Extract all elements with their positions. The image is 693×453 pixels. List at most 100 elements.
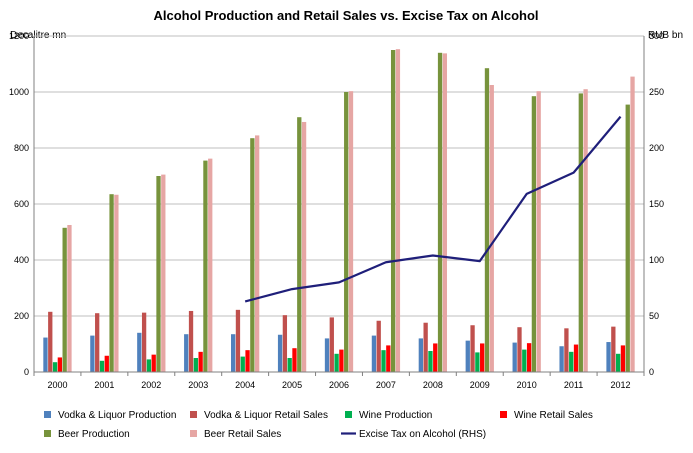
x-tick-label-2010: 2010 [517,380,537,390]
bar-beer-production-2004 [250,138,255,372]
y-right-tick-label: 100 [649,255,664,265]
bar-beer-production-2009 [484,68,490,372]
y-right-tick-label: 50 [649,311,659,321]
bar-wine-production-2009 [475,352,480,372]
y-left-tick-label: 1200 [9,31,29,41]
legend-swatch-wine-production [345,411,352,418]
y-right-tick-label: 300 [649,31,664,41]
legend-label-vodka-liquor-production: Vodka & Liquor Production [58,410,176,421]
bar-wine-retail-sales-2011 [573,344,579,372]
legend-label-excise-tax-on-alcohol-rhs-: Excise Tax on Alcohol (RHS) [359,429,486,440]
x-tick-label-2001: 2001 [94,380,114,390]
bar-wine-retail-sales-2001 [104,355,109,372]
bar-beer-retail-sales-2003 [208,158,213,372]
bar-vodka-liquor-production-2006 [324,338,330,372]
bar-beer-retail-sales-2004 [255,135,260,372]
bar-beer-production-2003 [203,160,208,372]
x-tick-label-2004: 2004 [235,380,255,390]
x-tick-label-2002: 2002 [141,380,161,390]
bar-vodka-liquor-retail-sales-2006 [329,317,334,372]
y-left-tick-label: 1000 [9,87,29,97]
bar-vodka-liquor-production-2002 [137,332,142,372]
bar-vodka-liquor-production-2010 [512,342,517,372]
legend-swatch-beer-retail-sales [190,430,197,437]
bar-wine-production-2001 [99,360,105,372]
y-left-tick-label: 200 [14,311,29,321]
bar-wine-retail-sales-2009 [480,343,485,372]
y-right-unit-label: RUB bn [648,30,683,41]
bar-vodka-liquor-retail-sales-2005 [282,315,288,372]
bar-wine-retail-sales-2012 [620,345,626,372]
bar-beer-production-2010 [531,96,537,372]
bar-vodka-liquor-production-2012 [606,342,611,372]
bar-vodka-liquor-retail-sales-2011 [564,328,569,372]
bar-marks [43,49,635,373]
bar-vodka-liquor-production-2007 [371,335,377,372]
bar-beer-retail-sales-2008 [442,53,447,373]
x-tick-label-2003: 2003 [188,380,208,390]
y-left-tick-label: 800 [14,143,29,153]
bar-wine-production-2007 [381,350,386,372]
x-tick-label-2005: 2005 [282,380,302,390]
y-left-tick-label: 400 [14,255,29,265]
legend-label-wine-production: Wine Production [359,410,432,421]
bar-beer-retail-sales-2005 [301,121,307,373]
bar-vodka-liquor-retail-sales-2010 [517,327,522,372]
bar-wine-production-2005 [287,358,292,372]
legend-label-vodka-liquor-retail-sales: Vodka & Liquor Retail Sales [204,410,328,421]
y-right-tick-label: 200 [649,143,664,153]
bar-beer-production-2001 [109,194,114,372]
bar-vodka-liquor-production-2001 [90,335,95,372]
legend-swatch-vodka-liquor-production [44,411,51,418]
bar-beer-retail-sales-2009 [489,85,494,372]
legend-label-wine-retail-sales: Wine Retail Sales [514,410,593,421]
bar-wine-retail-sales-2003 [198,351,203,372]
bar-beer-retail-sales-2006 [348,91,354,372]
bar-wine-production-2004 [240,356,245,372]
bar-beer-retail-sales-2007 [395,49,401,372]
y-left-tick-label: 600 [14,199,29,209]
excise-tax-line [244,115,622,303]
x-tick-label-2008: 2008 [423,380,443,390]
bar-wine-production-2011 [569,351,574,372]
bar-vodka-liquor-retail-sales-2008 [423,322,428,372]
bar-wine-retail-sales-2008 [433,343,438,372]
bar-beer-production-2008 [437,52,443,373]
legend-swatch-vodka-liquor-retail-sales [190,411,197,418]
bar-vodka-liquor-retail-sales-2000 [48,311,53,372]
excise-tax-line-group [244,115,622,303]
bar-wine-production-2008 [428,351,433,372]
bar-beer-production-2006 [344,92,349,372]
bar-beer-production-2011 [578,93,583,373]
x-tick-label-2012: 2012 [611,380,631,390]
bar-beer-production-2007 [390,50,396,372]
y-right-tick-label: 150 [649,199,664,209]
x-tick-label-2006: 2006 [329,380,349,390]
bar-beer-retail-sales-2011 [583,89,588,372]
axes: 0 200 400 600 800 1000 1200 0 50 100 150 200 250 300 2… [9,31,664,390]
bar-wine-production-2003 [193,358,198,372]
bar-vodka-liquor-retail-sales-2007 [376,320,381,372]
bar-vodka-liquor-retail-sales-2004 [235,309,241,372]
bar-beer-retail-sales-2010 [536,91,541,372]
bar-beer-production-2012 [625,104,630,372]
x-tick-label-2007: 2007 [376,380,396,390]
bar-wine-production-2012 [615,353,621,372]
bar-vodka-liquor-production-2011 [559,346,564,372]
bar-wine-production-2002 [146,359,152,372]
y-right-tick-label: 0 [649,367,654,377]
legend: Vodka & Liquor Production Vodka & Liquor … [44,410,593,440]
x-tick-label-2000: 2000 [47,380,67,390]
bar-beer-production-2000 [62,227,67,372]
bar-wine-retail-sales-2006 [339,349,344,372]
legend-swatch-wine-retail-sales [500,411,507,418]
bar-vodka-liquor-production-2005 [277,334,283,372]
bar-wine-retail-sales-2007 [386,345,391,372]
bar-vodka-liquor-retail-sales-2012 [611,326,616,372]
bar-wine-production-2010 [522,349,527,372]
bar-vodka-liquor-retail-sales-2003 [188,310,194,372]
bar-wine-retail-sales-2004 [245,350,250,372]
bar-beer-retail-sales-2001 [114,194,119,372]
bar-vodka-liquor-production-2003 [184,334,189,372]
